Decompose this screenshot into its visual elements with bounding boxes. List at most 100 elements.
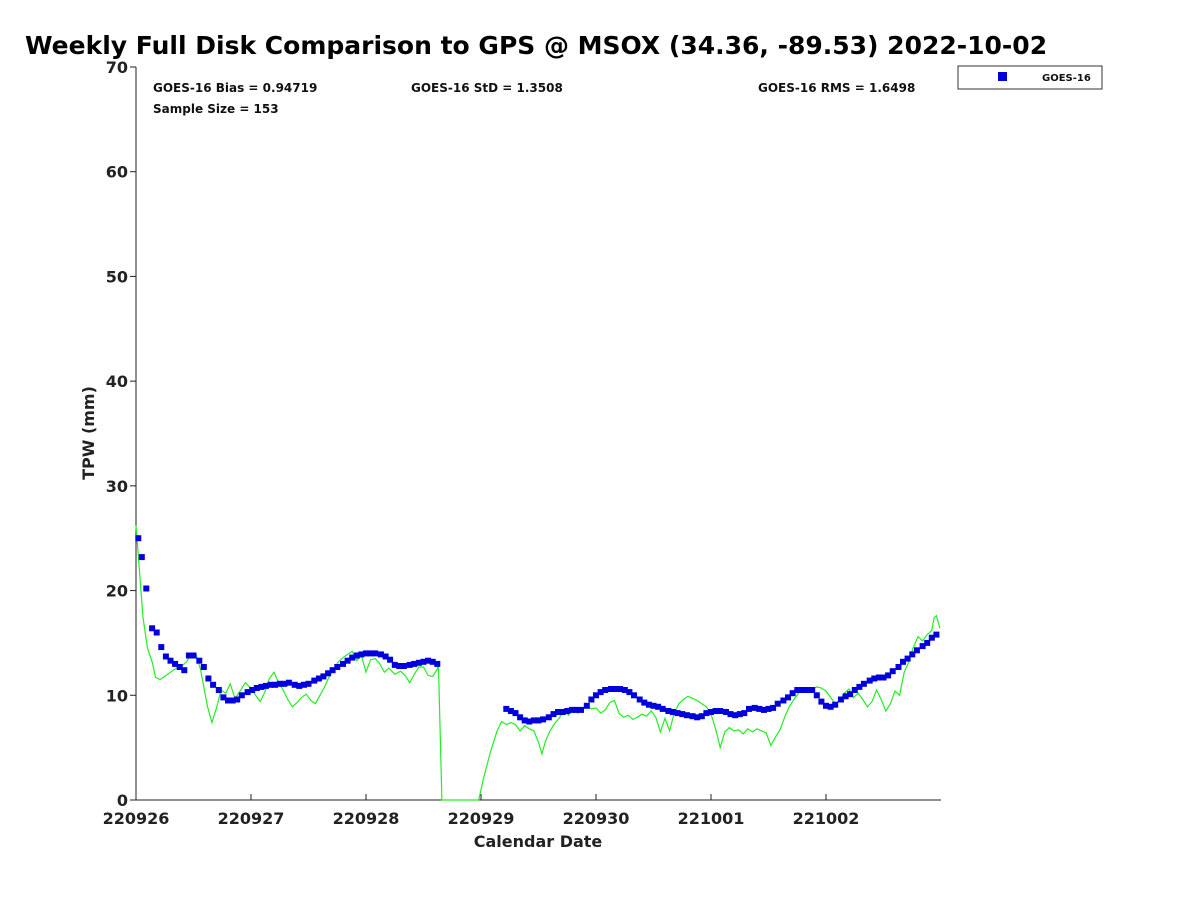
- goes-point: [564, 708, 571, 714]
- goes-point: [267, 681, 274, 688]
- goes-point: [813, 692, 820, 699]
- goes-point: [837, 696, 844, 703]
- goes-point: [780, 697, 787, 704]
- goes-point: [200, 664, 207, 670]
- goes-point: [530, 717, 537, 724]
- goes-point: [694, 714, 701, 721]
- goes-point: [367, 650, 374, 657]
- chart-title: Weekly Full Disk Comparison to GPS @ MSO…: [25, 31, 1047, 60]
- goes-series: [135, 535, 940, 725]
- gps-series: [135, 525, 941, 801]
- goes-point: [406, 661, 413, 668]
- bias-stat: GOES-16 Bias = 0.94719: [153, 81, 317, 95]
- goes-point: [258, 683, 265, 690]
- rms-stat: GOES-16 RMS = 1.6498: [758, 81, 915, 95]
- goes-point: [400, 663, 407, 669]
- goes-point: [396, 663, 403, 669]
- goes-point: [847, 691, 854, 698]
- y-tick-label: 40: [106, 372, 128, 391]
- goes-point: [789, 690, 796, 697]
- goes-point: [636, 696, 643, 703]
- goes-point: [281, 680, 288, 687]
- x-axis-label: Calendar Date: [474, 832, 603, 851]
- goes-point: [928, 634, 935, 641]
- goes-point: [555, 709, 561, 715]
- goes-point: [727, 711, 734, 718]
- goes-point: [717, 708, 724, 714]
- y-tick-label: 20: [106, 582, 128, 601]
- goes-point: [904, 655, 911, 662]
- goes-point: [856, 683, 863, 690]
- goes-point: [612, 686, 619, 692]
- goes-point: [736, 711, 743, 718]
- goes-point: [185, 652, 192, 659]
- goes-point: [353, 652, 360, 659]
- goes-point: [149, 625, 156, 632]
- x-tick-label: 220927: [218, 809, 285, 828]
- goes-point: [756, 705, 763, 712]
- goes-point: [785, 694, 791, 701]
- goes-point: [311, 677, 318, 684]
- goes-point: [809, 687, 816, 693]
- goes-point: [860, 680, 867, 687]
- goes-point: [138, 554, 145, 561]
- goes-point: [387, 656, 394, 663]
- goes-point: [425, 657, 432, 664]
- x-tick-label: 221001: [678, 809, 745, 828]
- goes-point: [774, 700, 781, 707]
- goes-point: [832, 701, 839, 708]
- goes-point: [262, 682, 269, 689]
- goes-point: [597, 689, 604, 696]
- goes-point: [521, 717, 528, 724]
- goes-point: [588, 696, 595, 703]
- goes-point: [698, 713, 705, 720]
- goes-point: [340, 660, 346, 667]
- goes-point: [249, 687, 256, 693]
- goes-point: [238, 692, 245, 699]
- goes-point: [411, 660, 418, 667]
- x-ticks: 220926 220927 220928 220929 220930 221001 2210…: [103, 794, 859, 828]
- goes-point: [420, 658, 427, 665]
- y-tick-label: 60: [106, 163, 128, 182]
- goes-point: [162, 653, 169, 660]
- goes-point: [621, 687, 628, 693]
- goes-point: [349, 654, 356, 661]
- legend-marker-goes: [998, 72, 1007, 81]
- x-tick-label: 220929: [448, 809, 515, 828]
- plot-area: 0 10 20 30 40 50 60 70 220926 220927 220928 220929…: [103, 58, 941, 828]
- goes-point: [732, 712, 739, 719]
- goes-point: [794, 687, 801, 693]
- legend: GOES-16: [957, 65, 1103, 90]
- goes-point: [143, 585, 150, 592]
- goes-point: [167, 657, 174, 664]
- goes-point: [158, 644, 165, 651]
- goes-point: [751, 704, 758, 711]
- goes-point: [503, 705, 510, 712]
- goes-point: [617, 686, 624, 692]
- goes-point: [415, 659, 422, 666]
- goes-point: [885, 672, 892, 679]
- gps-line: [135, 525, 941, 801]
- goes-point: [285, 679, 292, 686]
- goes-point: [305, 680, 312, 687]
- goes-point: [291, 681, 298, 688]
- goes-point: [535, 717, 542, 724]
- goes-point: [804, 687, 811, 693]
- goes-point: [325, 670, 332, 677]
- goes-point: [526, 718, 533, 725]
- goes-point: [210, 681, 217, 688]
- goes-point: [655, 703, 662, 710]
- goes-point: [225, 697, 231, 704]
- legend-box: [957, 65, 1103, 90]
- goes-point: [641, 699, 648, 706]
- goes-point: [434, 660, 441, 667]
- goes-point: [253, 685, 260, 691]
- goes-point: [135, 535, 142, 542]
- goes-point: [909, 651, 916, 658]
- goes-point: [181, 667, 188, 674]
- goes-point: [665, 708, 672, 714]
- goes-point: [818, 698, 825, 705]
- goes-point: [683, 712, 690, 719]
- goes-point: [871, 675, 878, 682]
- x-tick-label: 220926: [103, 809, 170, 828]
